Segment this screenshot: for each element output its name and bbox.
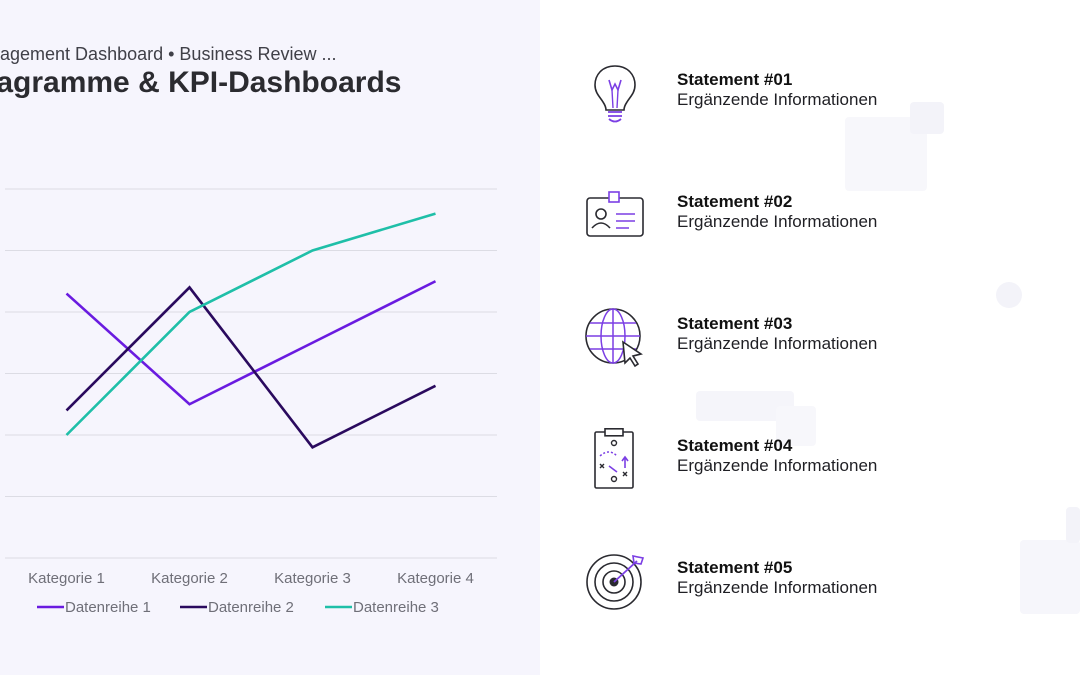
decor-square: [1020, 540, 1080, 614]
statement-03: Statement #03 Ergänzende Informationen: [583, 306, 983, 370]
decor-square: [1066, 507, 1080, 543]
legend-label: Datenreihe 1: [65, 599, 151, 616]
target-dart-icon: [586, 554, 645, 610]
statement-info: Ergänzende Informationen: [677, 578, 878, 597]
series-line-1: [65, 280, 437, 406]
legend-label: Datenreihe 3: [353, 599, 439, 616]
lightbulb-icon: [594, 65, 636, 123]
strategy-clipboard-icon: [594, 428, 634, 489]
statement-info: Ergänzende Informationen: [677, 334, 878, 353]
page-title: iagramme & KPI-Dashboards: [0, 66, 402, 99]
chart-panel: nagement Dashboard • Business Review ...…: [0, 44, 497, 616]
decor-circle: [996, 282, 1022, 308]
statement-01: Statement #01 Ergänzende Informationen: [583, 62, 983, 126]
chart-category-labels: Kategorie 1 Kategorie 2 Kategorie 3 Kategor…: [28, 570, 474, 587]
statement-title: Statement #03: [677, 314, 793, 333]
statement-info: Ergänzende Informationen: [677, 456, 878, 475]
legend-label: Datenreihe 2: [208, 599, 294, 616]
decor-square: [910, 102, 944, 134]
line-chart: Kategorie 1 Kategorie 2 Kategorie 3 Kategor…: [5, 188, 497, 616]
statement-title: Statement #05: [677, 558, 793, 577]
id-card-icon: [586, 191, 644, 237]
page-subtitle: nagement Dashboard • Business Review ...: [0, 44, 337, 64]
chart-series: [65, 212, 437, 449]
series-line-2: [65, 285, 437, 449]
statement-02: Statement #02 Ergänzende Informationen: [583, 184, 983, 248]
statement-info: Ergänzende Informationen: [677, 90, 878, 109]
statement-05: Statement #05 Ergänzende Informationen: [583, 550, 983, 614]
chart-legend: Datenreihe 1 Datenreihe 2 Datenreihe 3: [37, 599, 439, 616]
statement-info: Ergänzende Informationen: [677, 212, 878, 231]
statement-title: Statement #02: [677, 192, 793, 211]
series-line-3: [65, 212, 436, 436]
category-label: Kategorie 4: [397, 570, 474, 587]
category-label: Kategorie 2: [151, 570, 228, 587]
globe-cursor-icon: [585, 308, 643, 368]
category-label: Kategorie 1: [28, 570, 105, 587]
statement-title: Statement #01: [677, 70, 793, 89]
category-label: Kategorie 3: [274, 570, 351, 587]
statement-title: Statement #04: [677, 436, 793, 455]
decor-square: [776, 406, 816, 446]
statement-04: Statement #04 Ergänzende Informationen: [583, 428, 983, 492]
